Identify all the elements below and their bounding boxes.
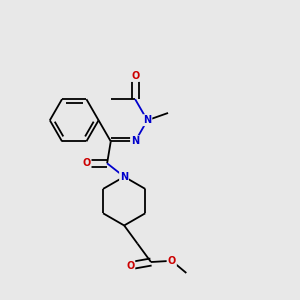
Text: O: O xyxy=(126,261,134,271)
Text: O: O xyxy=(131,71,139,81)
Text: O: O xyxy=(82,158,91,168)
Text: N: N xyxy=(143,115,152,125)
Text: N: N xyxy=(120,172,128,182)
Text: O: O xyxy=(82,158,91,168)
Text: O: O xyxy=(126,261,134,271)
Text: O: O xyxy=(168,256,176,266)
Text: N: N xyxy=(143,115,152,125)
Text: N: N xyxy=(131,136,139,146)
Text: N: N xyxy=(120,172,128,182)
Text: O: O xyxy=(131,71,139,81)
Text: N: N xyxy=(131,136,139,146)
Text: O: O xyxy=(168,256,176,266)
